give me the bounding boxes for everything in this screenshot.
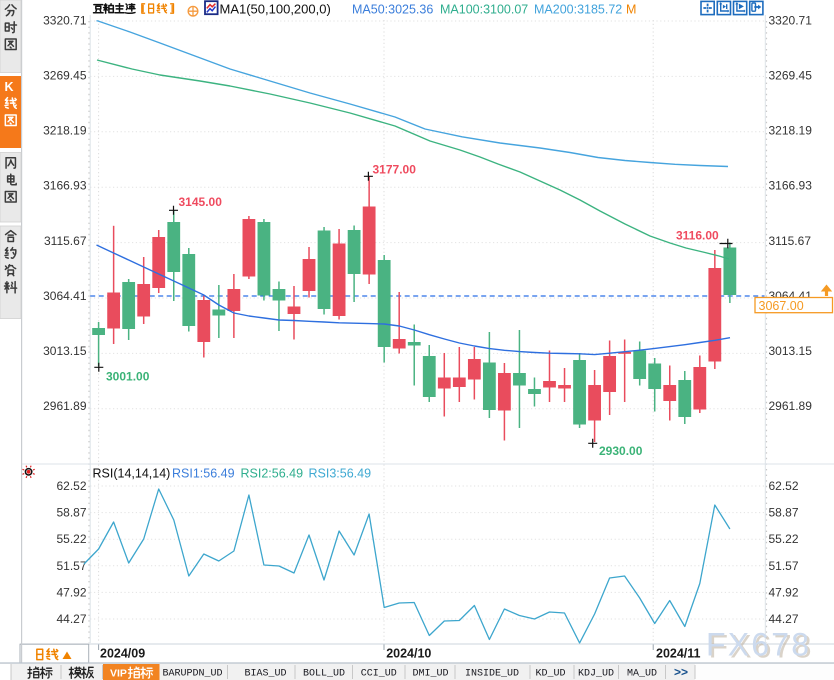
svg-text:2930.00: 2930.00 bbox=[599, 444, 643, 458]
svg-text:44.27: 44.27 bbox=[56, 612, 86, 626]
svg-text:55.22: 55.22 bbox=[769, 532, 799, 546]
svg-text:3269.45: 3269.45 bbox=[43, 69, 87, 83]
svg-text:3013.15: 3013.15 bbox=[769, 344, 813, 358]
svg-text:62.52: 62.52 bbox=[769, 479, 799, 493]
svg-text:44.27: 44.27 bbox=[769, 612, 799, 626]
svg-text:3320.71: 3320.71 bbox=[43, 14, 87, 28]
svg-text:3166.93: 3166.93 bbox=[769, 179, 813, 193]
svg-text:KDJ_UD: KDJ_UD bbox=[578, 669, 614, 680]
svg-text:62.52: 62.52 bbox=[56, 479, 86, 493]
svg-text:MA1(50,100,200,0): MA1(50,100,200,0) bbox=[220, 2, 331, 17]
svg-text:>>: >> bbox=[674, 665, 688, 679]
svg-text:RSI2:56.49: RSI2:56.49 bbox=[241, 467, 304, 481]
svg-text:RSI(14,14,14): RSI(14,14,14) bbox=[93, 467, 171, 481]
svg-text:58.87: 58.87 bbox=[56, 506, 86, 520]
svg-text:2024/10: 2024/10 bbox=[386, 647, 431, 661]
svg-text:M: M bbox=[626, 3, 636, 17]
svg-text:2024/09: 2024/09 bbox=[100, 647, 145, 661]
svg-text:3116.00: 3116.00 bbox=[676, 229, 719, 243]
svg-text:2961.89: 2961.89 bbox=[43, 399, 87, 413]
svg-text:BOLL_UD: BOLL_UD bbox=[303, 669, 345, 680]
svg-text:3145.00: 3145.00 bbox=[179, 195, 223, 209]
svg-text:55.22: 55.22 bbox=[56, 532, 86, 546]
svg-text:MA200:3185.72: MA200:3185.72 bbox=[534, 3, 622, 17]
svg-text:K: K bbox=[5, 80, 14, 94]
svg-text:VIP: VIP bbox=[110, 668, 127, 680]
svg-text:3166.93: 3166.93 bbox=[43, 179, 87, 193]
svg-text:3177.00: 3177.00 bbox=[373, 163, 417, 177]
svg-text:3064.41: 3064.41 bbox=[43, 289, 87, 303]
svg-text:RSI1:56.49: RSI1:56.49 bbox=[172, 467, 235, 481]
svg-text:RSI3:56.49: RSI3:56.49 bbox=[309, 467, 372, 481]
svg-text:INSIDE_UD: INSIDE_UD bbox=[465, 669, 519, 680]
svg-text:3218.19: 3218.19 bbox=[43, 124, 87, 138]
svg-text:KD_UD: KD_UD bbox=[535, 669, 565, 680]
svg-text:BARUPDN_UD: BARUPDN_UD bbox=[162, 669, 222, 680]
svg-text:47.92: 47.92 bbox=[769, 585, 799, 599]
svg-text:2024/11: 2024/11 bbox=[656, 647, 701, 661]
svg-text:3115.67: 3115.67 bbox=[44, 234, 87, 248]
svg-text:51.57: 51.57 bbox=[56, 559, 86, 573]
svg-text:FX678: FX678 bbox=[709, 628, 814, 664]
svg-text:3067.00: 3067.00 bbox=[759, 299, 804, 313]
svg-text:58.87: 58.87 bbox=[769, 506, 799, 520]
svg-text:3269.45: 3269.45 bbox=[769, 69, 813, 83]
svg-text:MA50:3025.36: MA50:3025.36 bbox=[352, 3, 433, 17]
svg-text:51.57: 51.57 bbox=[769, 559, 799, 573]
svg-text:3320.71: 3320.71 bbox=[769, 14, 813, 28]
svg-text:FX678: FX678 bbox=[706, 626, 811, 662]
svg-text:BIAS_UD: BIAS_UD bbox=[244, 669, 286, 680]
svg-text:3115.67: 3115.67 bbox=[769, 234, 812, 248]
svg-text:CCI_UD: CCI_UD bbox=[361, 669, 397, 680]
svg-text:MA100:3100.07: MA100:3100.07 bbox=[440, 3, 528, 17]
svg-text:DMI_UD: DMI_UD bbox=[412, 669, 448, 680]
svg-text:MA_UD: MA_UD bbox=[627, 669, 657, 680]
svg-text:2961.89: 2961.89 bbox=[769, 399, 813, 413]
svg-text:3218.19: 3218.19 bbox=[769, 124, 813, 138]
svg-text:3001.00: 3001.00 bbox=[106, 370, 150, 384]
svg-text:3013.15: 3013.15 bbox=[43, 344, 87, 358]
svg-text:47.92: 47.92 bbox=[56, 585, 86, 599]
